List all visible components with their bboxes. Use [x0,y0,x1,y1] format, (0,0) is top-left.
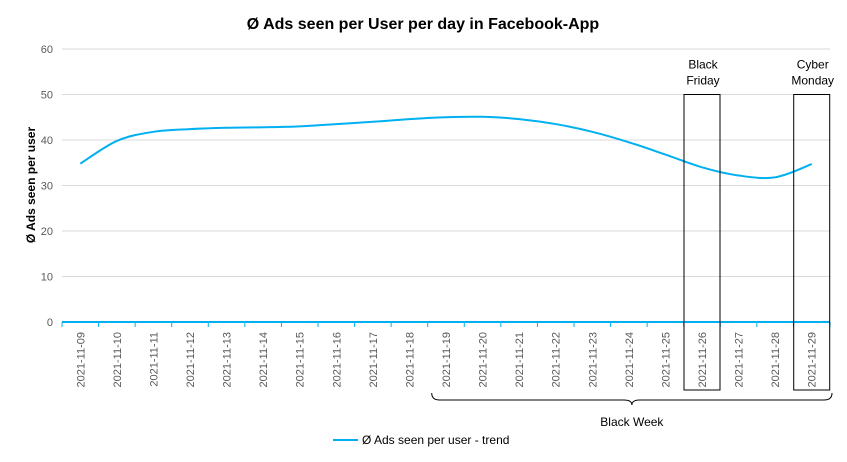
x-tick-label: 2021-11-22 [551,332,563,387]
x-tick-label: 2021-11-19 [441,332,453,387]
x-tick-label: 2021-11-14 [258,332,270,387]
y-tick-label: 50 [41,90,53,102]
gridlines [61,48,831,327]
x-tick-label: 2021-11-25 [660,332,672,387]
x-tick-label: 2021-11-16 [331,332,343,387]
cyber-monday-label-line1: Cyber [797,58,829,72]
black-friday-label-line1: Black [688,58,718,72]
x-tick-label: 2021-11-15 [295,332,307,387]
legend: Ø Ads seen per user - trend [333,433,509,447]
x-tick-label: 2021-11-24 [624,332,636,387]
y-tick-label: 0 [47,317,53,329]
x-tick-label: 2021-11-09 [75,332,87,387]
x-tick-label: 2021-11-10 [112,332,124,387]
black-week-label: Black Week [600,415,664,429]
x-tick-label: 2021-11-17 [368,332,380,387]
y-tick-label: 60 [41,44,53,56]
y-tick-label: 40 [41,135,53,147]
x-tick-label: 2021-11-12 [185,332,197,387]
x-tick-label: 2021-11-13 [222,332,234,387]
x-tick-label: 2021-11-11 [148,332,160,387]
legend-entry: Ø Ads seen per user - trend [362,433,509,447]
y-tick-label: 30 [41,181,53,193]
x-tick-label: 2021-11-28 [770,332,782,387]
cyber-monday-box [793,94,831,391]
x-tick-labels: 2021-11-09 2021-11-10 2021-11-11 2021-11-12… [75,332,818,387]
annotations: Black Friday Cyber Monday Black Week [431,58,834,429]
black-friday-label-line2: Friday [686,74,719,88]
black-week-brace [431,392,833,406]
x-tick-label: 2021-11-18 [404,332,416,387]
series-line [79,115,813,180]
x-tick-label: 2021-11-29 [807,332,819,387]
y-axis-label: Ø Ads seen per user [24,127,38,244]
x-tick-label: 2021-11-21 [514,332,526,387]
x-tick-label: 2021-11-26 [697,332,709,387]
x-tick-label: 2021-11-23 [587,332,599,387]
y-tick-label: 20 [41,226,53,238]
x-tick-label: 2021-11-27 [734,332,746,387]
y-tick-labels: 0 10 20 30 40 50 60 [41,44,53,329]
cyber-monday-label-line2: Monday [791,74,834,88]
black-friday-box [683,94,721,391]
y-tick-label: 10 [41,272,53,284]
x-tick-label: 2021-11-20 [478,332,490,387]
chart-title: Ø Ads seen per User per day in Facebook-… [247,16,600,33]
